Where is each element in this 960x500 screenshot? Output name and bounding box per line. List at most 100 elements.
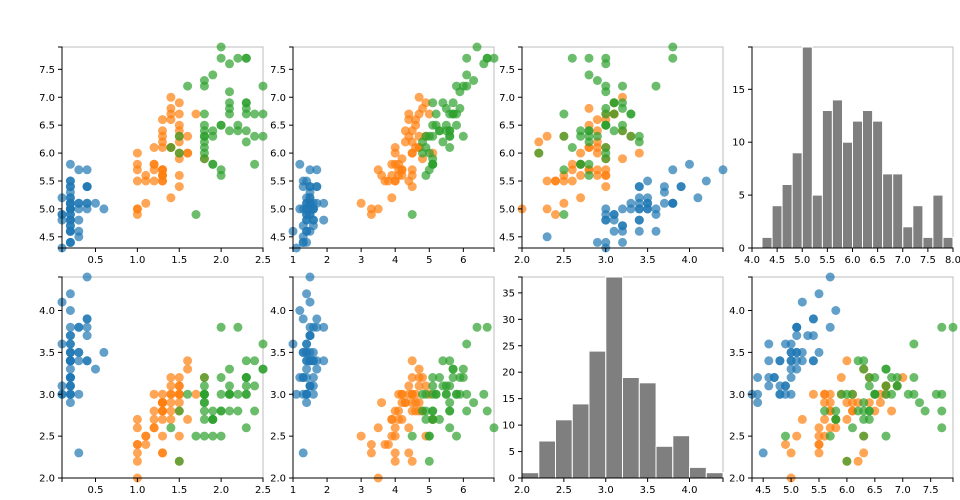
point-setosa [786, 347, 796, 357]
point-virginica [241, 109, 251, 119]
point-virginica [428, 373, 438, 382]
point-setosa [65, 322, 75, 332]
point-setosa [65, 176, 75, 186]
point-versicolor [174, 389, 184, 399]
y-tick-label: 0 [739, 244, 745, 255]
point-setosa [82, 272, 92, 282]
point-setosa [305, 272, 315, 282]
y-tick-label: 6.0 [270, 149, 286, 160]
point-versicolor [356, 431, 366, 441]
point-versicolor [380, 176, 390, 186]
point-versicolor [592, 165, 602, 175]
point-virginica [428, 381, 438, 391]
point-virginica [225, 406, 234, 416]
point-versicolor [191, 109, 201, 119]
point-virginica [258, 81, 268, 91]
point-virginica [626, 109, 636, 119]
point-versicolor [174, 109, 184, 119]
histogram-bar [852, 120, 863, 249]
point-setosa [91, 364, 100, 374]
point-versicolor [407, 398, 417, 408]
point-versicolor [366, 448, 376, 458]
point-virginica [441, 126, 451, 136]
point-virginica [567, 53, 577, 63]
cell-r0c1: 1 2 3 4 5 6 4.5 5.0 5.5 6.0 6.5 7.0 7.5 [270, 42, 499, 266]
point-virginica [848, 423, 857, 433]
point-versicolor [132, 440, 142, 449]
point-setosa [634, 215, 644, 225]
point-virginica [435, 373, 444, 382]
point-versicolor [390, 423, 400, 433]
point-versicolor [356, 198, 366, 208]
point-setosa [676, 182, 686, 192]
point-virginica [920, 406, 930, 416]
point-versicolor [132, 423, 142, 433]
point-virginica [455, 103, 465, 113]
y-tick-label: 10 [502, 421, 515, 432]
point-setosa [291, 389, 301, 399]
histogram-bar [872, 120, 884, 249]
y-tick-label: 10 [732, 138, 745, 149]
point-virginica [225, 59, 234, 69]
point-setosa [65, 289, 75, 299]
point-versicolor [797, 414, 807, 424]
point-versicolor [132, 176, 142, 186]
point-versicolor [418, 373, 427, 382]
point-versicolor [174, 182, 184, 192]
x-tick-label: 6.5 [870, 255, 886, 266]
point-virginica [859, 431, 869, 441]
point-virginica [831, 414, 841, 424]
point-versicolor [149, 406, 159, 416]
point-virginica [166, 423, 176, 433]
point-virginica [489, 423, 499, 433]
point-versicolor [166, 398, 176, 408]
point-setosa [764, 381, 774, 391]
point-virginica [208, 131, 218, 141]
point-versicolor [373, 165, 383, 175]
histogram-bar [761, 236, 773, 249]
point-setosa [302, 204, 312, 214]
point-versicolor [387, 193, 397, 203]
point-virginica [584, 159, 594, 169]
y-tick-label: 5.0 [499, 204, 515, 215]
point-virginica [225, 98, 234, 108]
point-virginica [909, 339, 919, 349]
point-setosa [786, 373, 796, 382]
point-setosa [618, 237, 627, 247]
point-setosa [65, 204, 75, 214]
point-virginica [567, 143, 577, 152]
point-versicolor [132, 204, 142, 214]
histogram-bar [821, 110, 833, 249]
point-versicolor [158, 165, 167, 175]
y-tick-label: 4.0 [39, 306, 55, 317]
point-versicolor [404, 176, 414, 186]
point-setosa [82, 356, 92, 366]
y-tick-label: 3.5 [270, 348, 286, 359]
point-virginica [225, 389, 234, 399]
y-axis [58, 46, 63, 249]
point-virginica [216, 42, 226, 52]
point-versicolor [842, 414, 852, 424]
point-versicolor [141, 176, 151, 186]
point-setosa [298, 448, 308, 458]
y-tick-label: 5.5 [499, 177, 515, 188]
cell-r0c3: 4.0 4.5 5.0 5.5 6.0 6.5 7.0 7.5 8.0 0 5 10 15 [732, 46, 960, 266]
point-virginica [601, 120, 611, 130]
histogram-bar [672, 435, 691, 479]
point-setosa [82, 314, 92, 324]
point-versicolor [887, 406, 897, 416]
x-tick-label: 2.5 [255, 485, 271, 496]
point-setosa [74, 204, 84, 214]
x-tick-label: 4.5 [755, 485, 771, 496]
point-setosa [701, 176, 711, 186]
point-setosa [82, 165, 92, 175]
point-versicolor [601, 182, 611, 192]
point-virginica [241, 381, 251, 391]
point-setosa [792, 322, 802, 332]
point-virginica [241, 53, 251, 63]
point-setosa [65, 226, 75, 236]
x-tick-label: 3 [358, 255, 364, 266]
point-versicolor [166, 373, 176, 382]
point-setosa [668, 165, 678, 175]
point-virginica [458, 364, 468, 374]
